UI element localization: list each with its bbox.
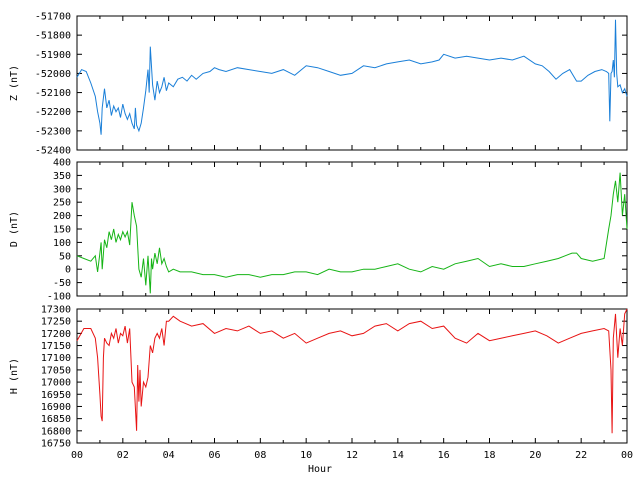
y-tick-label: -51900 (35, 50, 71, 61)
ylabel-d: D (nT) (9, 211, 20, 247)
x-tick-label: 00 (71, 450, 83, 461)
x-tick-label: 08 (254, 450, 266, 461)
x-tick-label: 14 (392, 450, 404, 461)
x-tick-label: 10 (300, 450, 312, 461)
x-tick-label: 22 (575, 450, 587, 461)
y-tick-label: -52200 (35, 107, 71, 118)
x-tick-label: 16 (438, 450, 450, 461)
x-tick-label: 12 (346, 450, 358, 461)
y-tick-label: 300 (53, 184, 71, 195)
ylabel-z: Z (nT) (9, 65, 20, 101)
panel-d: -100 -50 0 50 100 150 200 250 300 350 400 D (nT) (9, 158, 628, 303)
x-tick-label: 04 (163, 450, 175, 461)
y-tick-label: 50 (59, 251, 71, 262)
y-tick-label: 17300 (41, 305, 71, 316)
y-tick-label: 16850 (41, 414, 71, 425)
series-line-d (76, 172, 628, 294)
y-tick-label: 17000 (41, 378, 71, 389)
x-tick-label: 00 (621, 450, 633, 461)
y-tick-label: -100 (47, 292, 71, 303)
y-tick-label: 350 (53, 171, 71, 182)
y-tick-label: 0 (65, 265, 71, 276)
y-tick-label: 17200 (41, 329, 71, 340)
y-tick-label: 16800 (41, 426, 71, 437)
x-tick-label: 20 (529, 450, 541, 461)
plot-frame-h (76, 308, 628, 444)
y-tick-label: 250 (53, 198, 71, 209)
y-ticks-d: -100 -50 0 50 100 150 200 250 300 350 400 (47, 158, 628, 303)
plot-frame-d (76, 161, 628, 297)
x-tick-label: 06 (208, 450, 220, 461)
y-tick-label: 17150 (41, 341, 71, 352)
y-tick-label: 400 (53, 158, 71, 169)
y-ticks-z: -52400 -52300 -52200 -52100 -52000 -51900 -518… (35, 12, 628, 157)
y-tick-label: 17050 (41, 365, 71, 376)
series-line-h (76, 308, 628, 434)
x-tick-label: 02 (117, 450, 129, 461)
y-tick-label: 200 (53, 211, 71, 222)
y-tick-label: -52400 (35, 146, 71, 157)
y-tick-label: 16900 (41, 402, 71, 413)
y-tick-label: -51700 (35, 12, 71, 23)
y-tick-label: 17100 (41, 353, 71, 364)
plot-frame-z (76, 15, 628, 151)
y-tick-label: 17250 (41, 317, 71, 328)
panel-z: -52400 -52300 -52200 -52100 -52000 -51900 -518… (9, 12, 628, 157)
y-tick-label: 100 (53, 238, 71, 249)
y-tick-label: 150 (53, 225, 71, 236)
xlabel-hour: Hour (308, 464, 332, 475)
y-tick-label: -51800 (35, 31, 71, 42)
y-tick-label: -52000 (35, 69, 71, 80)
x-tick-label: 18 (483, 450, 495, 461)
y-tick-label: 16950 (41, 390, 71, 401)
series-line-z (76, 19, 628, 135)
y-tick-label: 16750 (41, 439, 71, 450)
y-tick-label: -52300 (35, 126, 71, 137)
y-tick-label: -50 (53, 278, 71, 289)
ylabel-h: H (nT) (9, 358, 20, 394)
y-tick-label: -52100 (35, 88, 71, 99)
x-ticks: 00 02 04 06 08 10 12 14 16 18 20 22 00 (71, 450, 633, 461)
